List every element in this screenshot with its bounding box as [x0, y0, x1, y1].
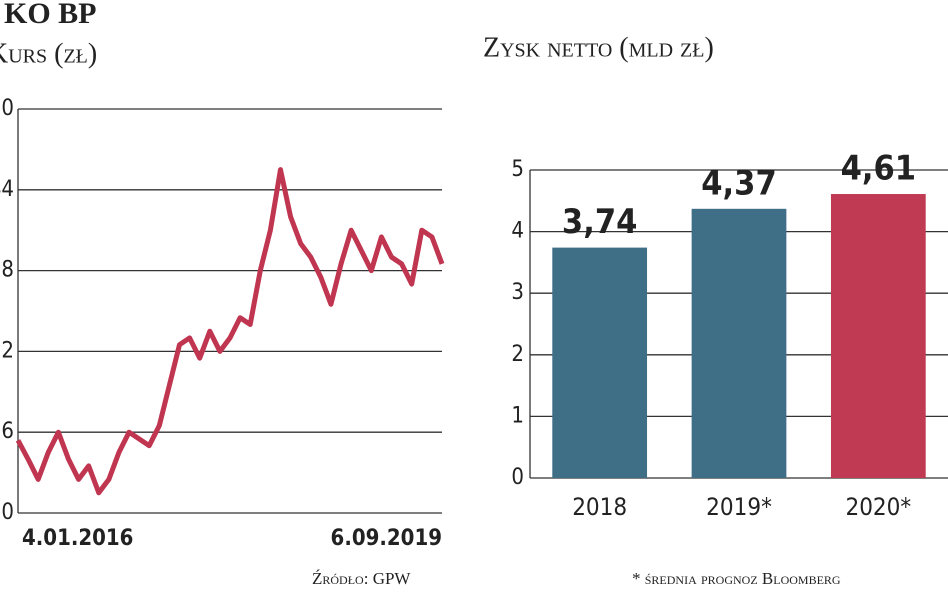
y-tick-label: 20 — [0, 500, 14, 525]
y-tick-label: 0 — [511, 465, 524, 490]
chart-title: Zysk netto (mld zł) — [483, 32, 714, 63]
y-tick-label: 4 — [511, 219, 524, 244]
bar — [552, 247, 648, 478]
value-label: 4,61 — [841, 149, 916, 189]
y-tick-label: 32 — [0, 338, 14, 363]
x-tick-label: 4.01.2016 — [22, 526, 133, 551]
x-tick-label: 2018 — [572, 493, 627, 521]
value-label: 4,37 — [701, 163, 776, 203]
price-line — [15, 167, 445, 496]
note: * średnia prognoz Bloomberg — [632, 569, 841, 588]
chart-title: KO BP — [4, 0, 97, 30]
x-tick-label: 2019* — [706, 493, 772, 521]
y-tick-label: 50 — [0, 96, 14, 121]
x-tick-label: 6.09.2019 — [331, 526, 442, 551]
y-tick-label: 5 — [511, 157, 524, 182]
y-tick-label: 1 — [511, 403, 524, 428]
value-label: 3,74 — [562, 202, 637, 242]
y-tick-label: 26 — [0, 419, 14, 444]
y-tick-label: 2 — [511, 342, 524, 367]
y-tick-label: 38 — [0, 258, 14, 283]
chart-subtitle: Kurs (zł) — [0, 38, 97, 69]
bar — [691, 208, 787, 479]
bar — [830, 194, 926, 479]
y-tick-label: 44 — [0, 177, 14, 202]
y-tick-label: 3 — [511, 280, 524, 305]
x-tick-label: 2020* — [845, 493, 911, 521]
source: Źródło: GPW — [312, 569, 411, 588]
